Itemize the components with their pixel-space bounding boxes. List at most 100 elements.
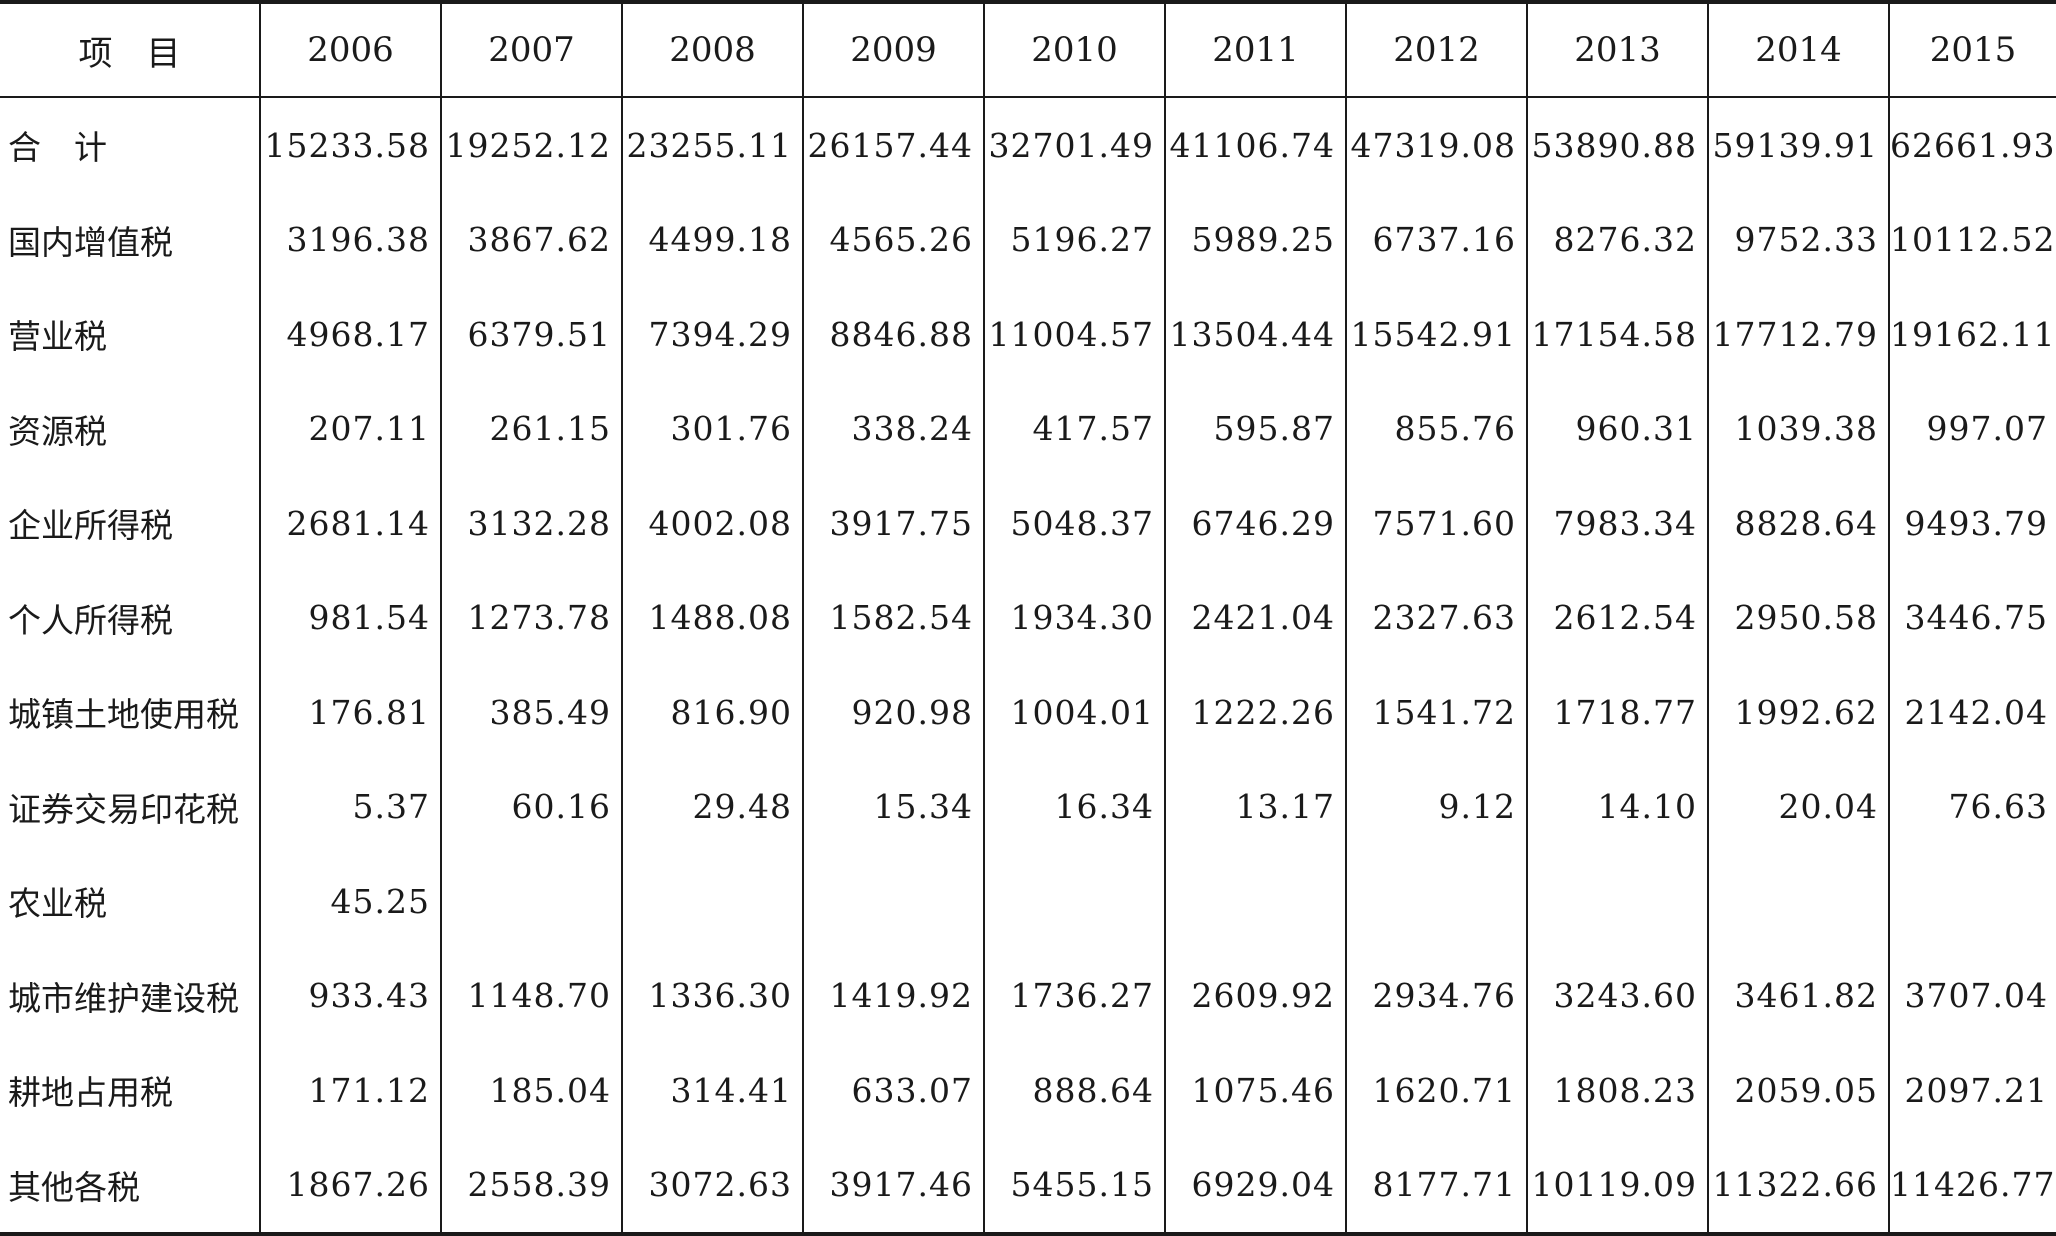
table-cell: 385.49 [440, 665, 622, 760]
table-cell: 920.98 [802, 665, 984, 760]
table-cell: 185.04 [440, 1043, 622, 1138]
header-year: 2008 [621, 2, 803, 98]
header-year: 2009 [802, 2, 984, 98]
table-cell: 53890.88 [1526, 97, 1708, 193]
table-cell: 2934.76 [1345, 948, 1527, 1043]
header-year: 2013 [1526, 2, 1708, 98]
table-cell: 1039.38 [1707, 381, 1889, 476]
table-cell: 1541.72 [1345, 665, 1527, 760]
table-cell [440, 854, 622, 949]
table-cell: 981.54 [259, 570, 441, 665]
table-row: 城市维护建设税 933.43 1148.70 1336.30 1419.92 1736.2… [0, 948, 2056, 1043]
table-cell [1526, 854, 1708, 949]
table-cell: 7394.29 [621, 287, 803, 382]
table-cell: 9.12 [1345, 759, 1527, 854]
table-cell: 59139.91 [1707, 97, 1889, 193]
table-cell: 1736.27 [983, 948, 1165, 1043]
table-cell: 7571.60 [1345, 476, 1527, 571]
table-cell: 1273.78 [440, 570, 622, 665]
header-item-label: 项 目 [0, 2, 260, 98]
table-cell: 171.12 [259, 1043, 441, 1138]
row-label: 证券交易印花税 [8, 789, 239, 829]
table-row: 国内增值税 3196.38 3867.62 4499.18 4565.26 5196.27… [0, 192, 2056, 287]
row-label: 合 计 [8, 128, 107, 168]
table-cell: 10112.52 [1888, 192, 2056, 287]
table-cell: 1867.26 [259, 1137, 441, 1234]
table-cell [1888, 854, 2056, 949]
header-year: 2014 [1707, 2, 1889, 98]
table-cell: 6379.51 [440, 287, 622, 382]
table-cell: 1004.01 [983, 665, 1165, 760]
row-label: 城市维护建设税 [8, 978, 239, 1018]
row-label: 农业税 [8, 884, 107, 924]
table-cell: 14.10 [1526, 759, 1708, 854]
table-cell: 60.16 [440, 759, 622, 854]
table-cell: 8828.64 [1707, 476, 1889, 571]
table-cell: 3446.75 [1888, 570, 2056, 665]
table-cell: 4499.18 [621, 192, 803, 287]
table-cell: 960.31 [1526, 381, 1708, 476]
table-cell: 5455.15 [983, 1137, 1165, 1234]
header-year: 2007 [440, 2, 622, 98]
table-cell: 11004.57 [983, 287, 1165, 382]
table-cell: 1934.30 [983, 570, 1165, 665]
table-cell: 4968.17 [259, 287, 441, 382]
table-cell: 3917.46 [802, 1137, 984, 1234]
table-cell: 3867.62 [440, 192, 622, 287]
table-cell: 3132.28 [440, 476, 622, 571]
table-body: 合 计 15233.58 19252.12 23255.11 26157.44 32701… [0, 97, 2056, 1234]
table-cell: 3707.04 [1888, 948, 2056, 1043]
row-label: 资源税 [8, 411, 107, 451]
table-cell: 9752.33 [1707, 192, 1889, 287]
header-row: 项 目 2006 2007 2008 2009 2010 2011 2012 2… [0, 2, 2056, 98]
table-cell: 26157.44 [802, 97, 984, 193]
table-row: 证券交易印花税 5.37 60.16 29.48 15.34 16.34 13.17 9.12… [0, 759, 2056, 854]
table-cell: 8177.71 [1345, 1137, 1527, 1234]
table-cell: 1075.46 [1164, 1043, 1346, 1138]
table-cell: 1620.71 [1345, 1043, 1527, 1138]
table-cell: 301.76 [621, 381, 803, 476]
table-row: 营业税 4968.17 6379.51 7394.29 8846.88 11004.57 1… [0, 287, 2056, 382]
table-cell [1164, 854, 1346, 949]
table-cell: 1419.92 [802, 948, 984, 1043]
table-cell: 15542.91 [1345, 287, 1527, 382]
table-cell [1707, 854, 1889, 949]
table-cell: 1488.08 [621, 570, 803, 665]
table-cell: 1582.54 [802, 570, 984, 665]
table-cell: 2558.39 [440, 1137, 622, 1234]
table-cell: 20.04 [1707, 759, 1889, 854]
table-cell [983, 854, 1165, 949]
row-label: 国内增值税 [8, 222, 173, 262]
row-label: 营业税 [8, 317, 107, 357]
table-cell: 816.90 [621, 665, 803, 760]
table-cell: 10119.09 [1526, 1137, 1708, 1234]
table-cell: 29.48 [621, 759, 803, 854]
table-cell: 15.34 [802, 759, 984, 854]
table-cell: 3461.82 [1707, 948, 1889, 1043]
table-cell: 13504.44 [1164, 287, 1346, 382]
table-cell: 16.34 [983, 759, 1165, 854]
table-cell: 15233.58 [259, 97, 441, 193]
table-cell: 6929.04 [1164, 1137, 1346, 1234]
table-cell: 11426.77 [1888, 1137, 2056, 1234]
table-cell: 2097.21 [1888, 1043, 2056, 1138]
table-cell: 9493.79 [1888, 476, 2056, 571]
table-cell: 41106.74 [1164, 97, 1346, 193]
table-cell: 17154.58 [1526, 287, 1708, 382]
table-cell: 933.43 [259, 948, 441, 1043]
table-cell: 32701.49 [983, 97, 1165, 193]
table-cell: 633.07 [802, 1043, 984, 1138]
table-cell: 3243.60 [1526, 948, 1708, 1043]
table-cell: 19252.12 [440, 97, 622, 193]
table-cell: 1992.62 [1707, 665, 1889, 760]
table-cell [1345, 854, 1527, 949]
table-cell [621, 854, 803, 949]
table-row: 个人所得税 981.54 1273.78 1488.08 1582.54 1934.30 2… [0, 570, 2056, 665]
row-label: 个人所得税 [8, 600, 173, 640]
table-cell: 1808.23 [1526, 1043, 1708, 1138]
table-cell: 207.11 [259, 381, 441, 476]
table-cell: 417.57 [983, 381, 1165, 476]
header-year: 2006 [259, 2, 441, 98]
table-cell: 4565.26 [802, 192, 984, 287]
